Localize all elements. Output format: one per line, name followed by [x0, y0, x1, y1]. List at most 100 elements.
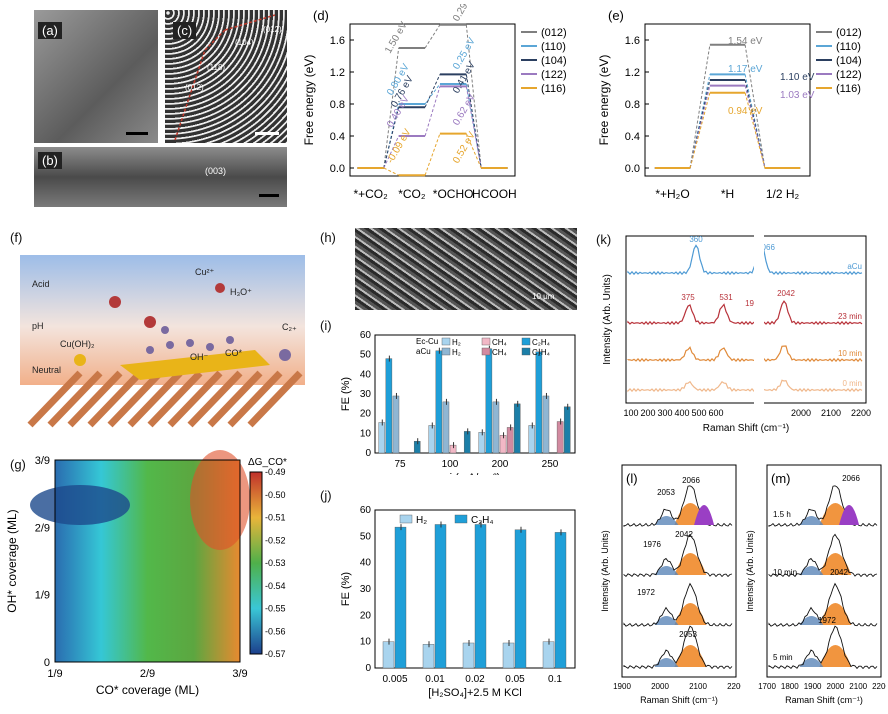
x-category-label: *+CO₂ — [353, 187, 388, 201]
trace-label: aCu — [847, 262, 862, 271]
energy-annotation: 1.50 eV — [383, 20, 410, 56]
legend-label: (104) — [541, 55, 567, 67]
bar — [449, 444, 457, 454]
peak-label: 2066 — [757, 243, 775, 252]
plane-label: (012) — [263, 25, 282, 34]
plot-frame — [54, 459, 241, 663]
peak-label: 2066 — [842, 474, 860, 483]
legend-label: (104) — [836, 55, 862, 67]
x-tick-label: 400 — [674, 408, 689, 418]
bar — [492, 401, 500, 454]
fitted-peak — [654, 566, 679, 575]
raman-trace — [768, 485, 878, 527]
y-axis-label: Intensity (Arb. Units) — [602, 274, 613, 365]
chart-l: (l) Intensity (Arb. Units) 1900 2000 2100 220… — [600, 464, 741, 705]
bar — [378, 422, 386, 454]
tem-image-b — [34, 147, 287, 207]
bar — [502, 642, 515, 669]
x-tick-label: 2100 — [849, 682, 867, 691]
trace-label: 0 min — [842, 379, 862, 388]
legend-label: (122) — [541, 69, 567, 81]
fitted-peak — [674, 645, 707, 667]
legend-swatch — [521, 347, 531, 356]
energy-connector — [465, 86, 482, 169]
y-tick-label: 30 — [360, 584, 372, 595]
panel-label-i: (i) — [320, 318, 332, 333]
x-tick-label: 0.005 — [382, 674, 407, 685]
peak-label: 1976 — [643, 540, 661, 549]
x-tick-label: 100 — [623, 408, 638, 418]
bar — [413, 440, 421, 454]
y-tick-label: 2/9 — [35, 522, 50, 534]
legend-swatch — [454, 514, 468, 524]
neutral-label: Neutral — [32, 365, 61, 375]
raman-trace — [623, 582, 733, 627]
raman-trace — [627, 300, 863, 326]
energy-annotation: 0.62 eV — [451, 92, 478, 128]
energy-connector — [744, 74, 766, 169]
peak-label: 1972 — [637, 588, 655, 597]
colorbar-tick-label: -0.52 — [265, 535, 286, 545]
bar — [478, 432, 486, 454]
legend-swatch — [481, 337, 491, 346]
x-axis-label: CO* coverage (ML) — [96, 683, 199, 697]
x-tick-label: 2000 — [651, 682, 669, 691]
energy-annotation: 0.40 eV — [385, 94, 412, 130]
y-tick-label: 40 — [360, 369, 372, 380]
cuoh2-label: Cu(OH)₂ — [60, 339, 95, 349]
heatmap-low-region — [30, 485, 130, 525]
chart-g: 1/9 2/9 3/901/92/93/9CO* coverage (ML)OH* … — [5, 450, 287, 697]
panel-label: (l) — [626, 471, 638, 486]
legend-swatch — [399, 514, 413, 524]
plane-label-b: (003) — [205, 166, 227, 176]
x-category-label: *H — [721, 187, 734, 201]
fitted-peak — [839, 505, 860, 525]
legend-label: C₂H₄ — [532, 338, 550, 347]
y-tick-label: 50 — [360, 531, 372, 542]
bar — [435, 350, 443, 454]
x-category-label: HCOOH — [472, 187, 517, 201]
bar — [485, 348, 493, 454]
peak-label: 531 — [719, 293, 733, 302]
plot-frame — [349, 23, 516, 177]
y-tick-label: 0.0 — [330, 163, 345, 175]
x-tick-label: 500 — [691, 408, 706, 418]
bar — [535, 351, 543, 454]
ph-label: pH — [32, 321, 44, 331]
y-tick-label: 0.8 — [625, 99, 640, 111]
y-tick-label: 10 — [360, 428, 372, 439]
raman-trace — [768, 625, 878, 670]
bar — [463, 431, 471, 454]
x-tick-label: 0.01 — [425, 674, 445, 685]
fitted-peak — [654, 616, 679, 625]
chart-m: (m) Intensity (Arb. Units) 1700 1800 1900 200… — [745, 464, 886, 705]
bar — [462, 642, 475, 669]
bar — [428, 425, 436, 454]
y-axis-label: OH* coverage (ML) — [5, 509, 19, 612]
time-label: 5 min — [773, 653, 793, 662]
peak-label: 2042 — [777, 289, 795, 298]
chart-d: (d) 0.0 0.4 0.8 1.2 1.6 Free energy (eV) *+CO₂ *… — [302, 4, 567, 201]
chart-i: 0 10 20 30 40 50 60 FE (%) 75 100 200 250 j (mA/cm²)… — [340, 330, 576, 475]
x-tick-label: 2/9 — [140, 668, 155, 680]
bar — [542, 395, 550, 454]
legend-label: CH₄ — [492, 338, 507, 347]
y-tick-label: 50 — [360, 350, 372, 361]
y-tick-label: 0 — [365, 448, 371, 459]
legend-swatch — [481, 347, 491, 356]
panel-label-g: (g) — [10, 457, 26, 472]
x-category-label: *+H₂O — [655, 187, 689, 201]
legend-label: (116) — [541, 83, 566, 95]
cu2-label: Cu²⁺ — [195, 267, 215, 277]
x-tick-label: 1900 — [613, 682, 631, 691]
chart-e: (e) 0.0 0.4 0.8 1.2 1.6 Free energy (eV) *+H₂O *… — [597, 8, 862, 201]
energy-connector — [383, 107, 400, 169]
x-tick-label: 2200 — [872, 682, 886, 691]
fitted-peak — [799, 658, 824, 667]
colorbar-tick-label: -0.51 — [265, 513, 286, 523]
x-tick-label: 300 — [657, 408, 672, 418]
copper-rods — [27, 370, 303, 428]
scale-bar-a — [126, 132, 148, 135]
x-tick-label: 100 — [442, 459, 459, 470]
legend-label: (012) — [836, 27, 862, 39]
